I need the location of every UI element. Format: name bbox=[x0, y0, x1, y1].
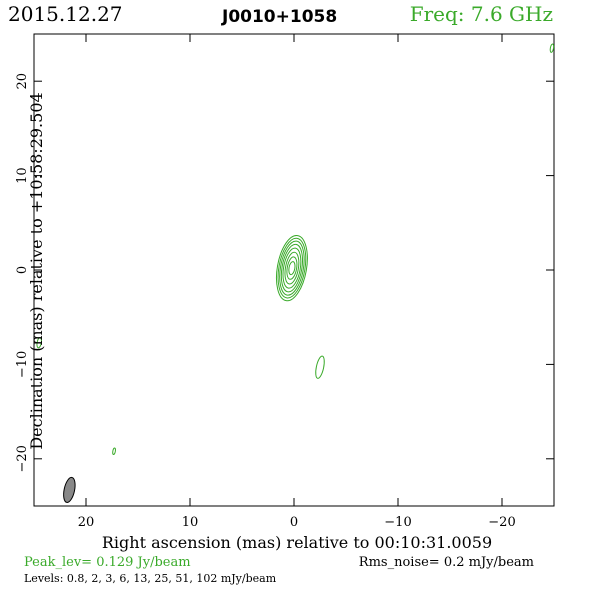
contour-ring bbox=[284, 251, 300, 285]
observation-date: 2015.12.27 bbox=[8, 2, 123, 26]
x-axis-label: Right ascension (mas) relative to 00:10:… bbox=[102, 533, 492, 552]
contour-ring bbox=[277, 237, 307, 299]
x-tick-label: −20 bbox=[488, 515, 515, 530]
tick-labels: 20 10 0 −10 −20 20 10 0 −10 −20 bbox=[15, 73, 516, 530]
contour-ring bbox=[282, 247, 302, 289]
x-tick-label: 10 bbox=[182, 515, 199, 530]
rms-noise: Rms_noise= 0.2 mJy/beam bbox=[359, 555, 534, 570]
y-tick-label: 10 bbox=[15, 167, 30, 184]
x-tick-label: 20 bbox=[78, 515, 95, 530]
contour-layer bbox=[36, 43, 555, 503]
contour-ring bbox=[286, 256, 298, 280]
noise-contour bbox=[36, 337, 42, 349]
noise-contour bbox=[549, 43, 555, 53]
noise-contour bbox=[315, 355, 325, 379]
contour-levels: Levels: 0.8, 2, 3, 6, 13, 25, 51, 102 mJ… bbox=[24, 572, 277, 585]
beam-ellipse bbox=[63, 476, 76, 503]
y-axis-label: Declination (mas) relative to +10:58:29.… bbox=[27, 92, 46, 449]
y-tick-label: 20 bbox=[15, 73, 30, 90]
frequency-label: Freq: 7.6 GHz bbox=[410, 2, 553, 26]
y-tick-label: 0 bbox=[15, 266, 30, 274]
source-name: J0010+1058 bbox=[221, 7, 337, 27]
contour-ring bbox=[280, 243, 304, 293]
contour-ring bbox=[288, 261, 296, 276]
peak-level: Peak_lev= 0.129 Jy/beam bbox=[24, 555, 191, 570]
contour-ring bbox=[275, 234, 308, 302]
axis-ticks bbox=[34, 34, 554, 506]
contour-ring bbox=[279, 240, 305, 296]
noise-contour bbox=[112, 447, 116, 456]
y-tick-label: −10 bbox=[15, 351, 30, 378]
x-tick-label: 0 bbox=[290, 515, 298, 530]
x-tick-label: −10 bbox=[384, 515, 411, 530]
y-tick-label: −20 bbox=[15, 445, 30, 472]
